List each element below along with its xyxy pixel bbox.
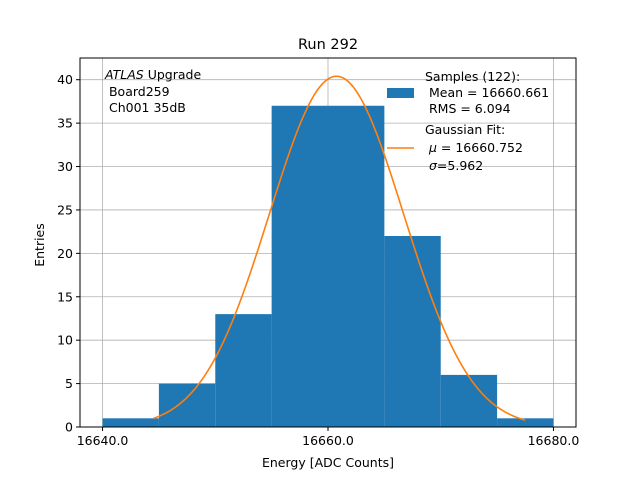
annotation-line-1: ATLAS Upgrade (104, 67, 201, 82)
x-axis-label: Energy [ADC Counts] (262, 455, 394, 470)
y-tick-label: 5 (65, 376, 73, 391)
histogram-bar (271, 105, 328, 428)
legend-fit-sigma-symbol: σ (429, 158, 438, 173)
y-tick-label: 25 (57, 202, 73, 217)
annotation-line-3: Ch001 35dB (105, 100, 186, 115)
histogram-bar (497, 418, 554, 427)
histogram-bar (215, 314, 272, 427)
legend-fit-mu: μ = 16660.752 (425, 140, 523, 155)
legend-fit-title: Gaussian Fit: (425, 122, 505, 137)
gaussian-fit-curve (152, 75, 526, 421)
y-tick-label: 30 (57, 159, 73, 174)
legend-fit-mu-value: = 16660.752 (437, 140, 523, 155)
histogram-bar (384, 235, 441, 427)
fit-layer (152, 75, 526, 421)
annotation-experiment-suffix: Upgrade (144, 67, 202, 82)
annotation-experiment: ATLAS (104, 67, 144, 82)
y-tick-label: 10 (57, 333, 73, 348)
legend-fit-sigma-value: =5.962 (437, 158, 483, 173)
legend-fit-sigma: σ=5.962 (425, 158, 483, 173)
bars-layer (102, 105, 554, 428)
histogram-bar (158, 383, 216, 427)
legend-fit-mu-symbol: μ (428, 140, 437, 155)
annotation-line-2: Board259 (105, 84, 170, 99)
legend-samples-rms: RMS = 6.094 (425, 101, 511, 116)
annotation-text: ATLAS Upgrade Board259 Ch001 35dB (104, 67, 201, 115)
y-tick-label: 40 (57, 72, 73, 87)
y-tick-label: 15 (57, 289, 73, 304)
histogram-bar (328, 105, 385, 428)
histogram-bar (102, 418, 159, 427)
x-tick-label: 16640.0 (77, 433, 129, 448)
y-tick-label: 35 (57, 116, 73, 131)
y-tick-label: 0 (65, 420, 73, 435)
chart-title: Run 292 (298, 37, 358, 53)
y-tick-label: 20 (57, 246, 73, 261)
y-axis-label: Entries (32, 223, 47, 267)
x-tick-label: 16660.0 (302, 433, 354, 448)
ticks-layer: 16640.0 16660.0 16680.0 0 5 10 15 20 25 30 35 40 (57, 72, 579, 448)
x-tick-label: 16680.0 (528, 433, 580, 448)
legend-samples-mean: Mean = 16660.661 (425, 85, 549, 100)
legend: Samples (122): Mean = 16660.661 RMS = 6.… (387, 69, 549, 173)
histogram-bar (440, 374, 498, 427)
legend-swatch-samples (387, 88, 414, 98)
legend-samples-title: Samples (122): (425, 69, 520, 84)
